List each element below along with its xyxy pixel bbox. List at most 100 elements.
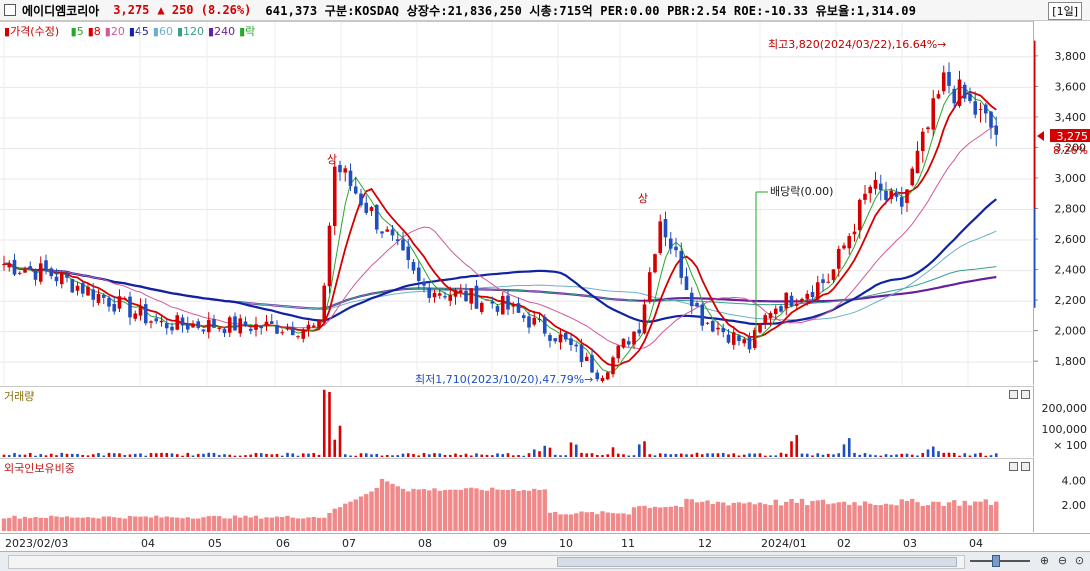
foreign-holding-bar	[705, 500, 710, 531]
close-icon[interactable]	[1021, 462, 1030, 471]
volume-bar	[91, 454, 95, 457]
volume-bar	[139, 453, 142, 457]
volume-bar	[86, 455, 90, 457]
foreign-holding-bar	[589, 511, 595, 531]
legend-ma-240[interactable]: ▮240	[208, 25, 236, 38]
volume-bar	[611, 447, 615, 457]
foreign-holding-bar	[164, 516, 169, 531]
volume-bar	[548, 447, 552, 457]
foreign-holding-bar	[910, 498, 915, 531]
volume-bar	[170, 453, 174, 457]
stock-summary: 641,373 구분:KOSDAQ 상장수:21,836,250 시총:715억…	[265, 3, 917, 18]
foreign-holding-bar	[647, 508, 652, 531]
volume-tick-label: 100,000	[1042, 423, 1088, 436]
legend-ma-5[interactable]: ▮5	[70, 25, 84, 38]
foreign-holding-bar	[479, 489, 484, 531]
foreign-holding-bar	[1, 518, 7, 531]
volume-bar	[868, 454, 872, 457]
legend-ma-8[interactable]: ▮8	[87, 25, 101, 38]
foreign-holding-bar	[106, 516, 112, 531]
current-price: 3,275	[113, 3, 150, 17]
price-chart[interactable]: 최고3,820(2024/03/22),16.64%→ 최저1,710(2023/…	[0, 22, 1033, 386]
foreign-holding-bar	[941, 505, 946, 531]
foreign-holding-panel[interactable]: 외국인보유비중	[0, 458, 1033, 533]
foreign-holding-bar	[495, 489, 500, 531]
candle-body	[637, 329, 642, 334]
zoom-out-icon[interactable]: ⊖	[1057, 554, 1068, 567]
candle-body	[164, 323, 169, 329]
foreign-holding-bar	[558, 514, 563, 531]
minimize-icon[interactable]	[1009, 390, 1018, 399]
volume-bar	[270, 454, 274, 457]
foreign-holding-bar	[238, 517, 243, 531]
candle-body	[159, 320, 164, 323]
volume-bar	[968, 455, 972, 457]
foreign-holding-bar	[904, 500, 910, 531]
foreign-holding-bar	[364, 494, 369, 531]
volume-bar	[181, 455, 184, 457]
volume-panel[interactable]: 거래량	[0, 386, 1033, 458]
zoom-in-icon[interactable]: ⊕	[1039, 554, 1050, 567]
foreign-holding-bar	[285, 515, 290, 531]
volume-bar	[800, 453, 804, 457]
candle-body	[464, 291, 468, 302]
candle-body	[663, 219, 668, 238]
volume-bar	[863, 453, 867, 457]
select-checkbox[interactable]	[4, 4, 16, 16]
legend-ma-45[interactable]: ▮45	[128, 25, 149, 38]
candle-body	[831, 269, 836, 280]
foreign-holding-bar	[826, 504, 831, 531]
volume-bar	[359, 453, 363, 457]
stock-name[interactable]: 에이디엠코리아	[22, 3, 100, 18]
candle-body	[747, 336, 752, 350]
candle-body	[112, 304, 117, 312]
foreign-holding-bar	[490, 487, 495, 531]
volume-bar	[669, 454, 673, 457]
candle-body	[364, 202, 369, 213]
volume-bar	[994, 453, 998, 457]
period-selector[interactable]: [1일]	[1048, 2, 1082, 20]
candle-body	[516, 303, 521, 313]
y-tick-label: 2,600	[1055, 233, 1087, 246]
minimize-icon[interactable]	[1009, 462, 1018, 471]
candle-body	[511, 304, 516, 307]
foreign-holding-bar	[805, 505, 810, 531]
candle-body	[600, 377, 605, 382]
volume-bar	[165, 453, 169, 457]
candle-body	[75, 285, 80, 291]
candle-body	[553, 338, 558, 342]
foreign-legend: 외국인보유비중	[4, 460, 79, 476]
foreign-holding-bar	[385, 481, 390, 531]
legend-ma-60[interactable]: ▮60	[152, 25, 173, 38]
legend-ma-120[interactable]: ▮120	[176, 25, 205, 38]
scroll-thumb[interactable]	[557, 557, 957, 567]
zoom-reset-icon[interactable]: ⊙	[1074, 554, 1085, 567]
foreign-holding-bar	[421, 489, 427, 531]
candle-body	[301, 329, 306, 339]
high-price-annotation: 최고3,820(2024/03/22),16.64%→	[768, 38, 946, 51]
candle-body	[191, 323, 195, 328]
volume-bar	[265, 453, 268, 457]
x-tick-label: 05	[208, 537, 222, 550]
close-icon[interactable]	[1021, 390, 1030, 399]
candle-body	[873, 179, 878, 189]
volume-panel-controls[interactable]	[1009, 390, 1030, 399]
legend-price: ▮가격(수정)	[4, 25, 60, 38]
price-panel[interactable]: ▮가격(수정) ▮5 ▮8 ▮20 ▮45 ▮60 ▮120 ▮240 ▮락 최고3,820(…	[0, 21, 1033, 386]
zoom-slider-track[interactable]	[970, 560, 1030, 562]
foreign-panel-controls[interactable]	[1009, 462, 1030, 471]
volume-label: 거래량	[4, 390, 35, 403]
horizontal-scrollbar[interactable]	[8, 555, 965, 569]
volume-chart[interactable]	[0, 387, 1033, 458]
foreign-holding-chart[interactable]	[0, 459, 1033, 533]
foreign-holding-bar	[169, 517, 175, 531]
volume-bar	[522, 455, 526, 457]
foreign-holding-bar	[211, 515, 217, 531]
x-tick-label: 02	[837, 537, 851, 550]
foreign-holding-bar	[327, 512, 332, 531]
limit-up-label: 상	[638, 192, 648, 205]
zoom-slider-handle[interactable]	[992, 555, 1000, 567]
candle-body	[49, 268, 54, 277]
volume-bar	[716, 453, 720, 457]
legend-ma-20[interactable]: ▮20	[104, 25, 125, 38]
